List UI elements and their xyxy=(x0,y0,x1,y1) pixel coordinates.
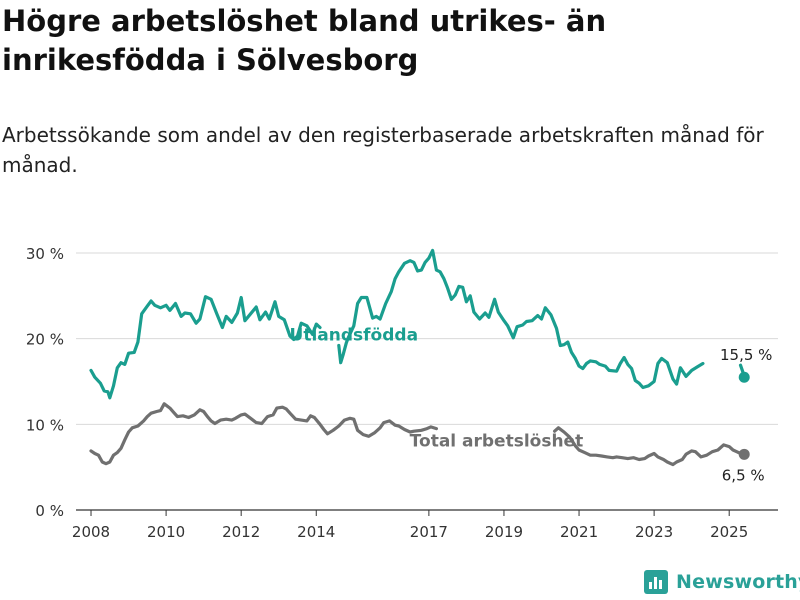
chart-title: Högre arbetslöshet bland utrikes- än inr… xyxy=(2,4,607,77)
y-tick-label: 30 % xyxy=(26,245,64,263)
series-line-total xyxy=(89,402,438,466)
end-value-label-utlandsfodda: 15,5 % xyxy=(720,346,772,364)
y-tick-label: 10 % xyxy=(26,416,64,434)
series-label-utlandsfodda: Utlandsfödda xyxy=(290,325,419,345)
series-line-utlandsfodda xyxy=(337,248,705,390)
series-endpoint-utlandsfodda xyxy=(738,371,750,383)
series-label-total: Total arbetslöshet xyxy=(410,432,584,452)
x-tick-label: 2014 xyxy=(297,523,335,541)
x-tick-label: 2012 xyxy=(222,523,260,541)
series-line-utlandsfodda xyxy=(89,295,322,400)
end-value-label-total: 6,5 % xyxy=(722,466,765,484)
brand-name: Newsworthy xyxy=(676,571,800,593)
x-tick-label: 2017 xyxy=(410,523,448,541)
brand-logo: Newsworthy xyxy=(644,570,800,594)
series-endpoint-total xyxy=(738,448,750,460)
y-tick-label: 20 % xyxy=(26,331,64,349)
x-tick-label: 2008 xyxy=(72,523,110,541)
x-tick-label: 2021 xyxy=(560,523,598,541)
x-tick-label: 2025 xyxy=(710,523,748,541)
x-tick-label: 2023 xyxy=(635,523,673,541)
x-tick-label: 2010 xyxy=(147,523,185,541)
bar-chart-logo-icon xyxy=(644,570,668,594)
chart-subtitle: Arbetssökande som andel av den registerb… xyxy=(2,123,764,177)
x-tick-label: 2019 xyxy=(485,523,523,541)
y-tick-label: 0 % xyxy=(35,502,64,520)
series-line-total xyxy=(553,426,746,467)
